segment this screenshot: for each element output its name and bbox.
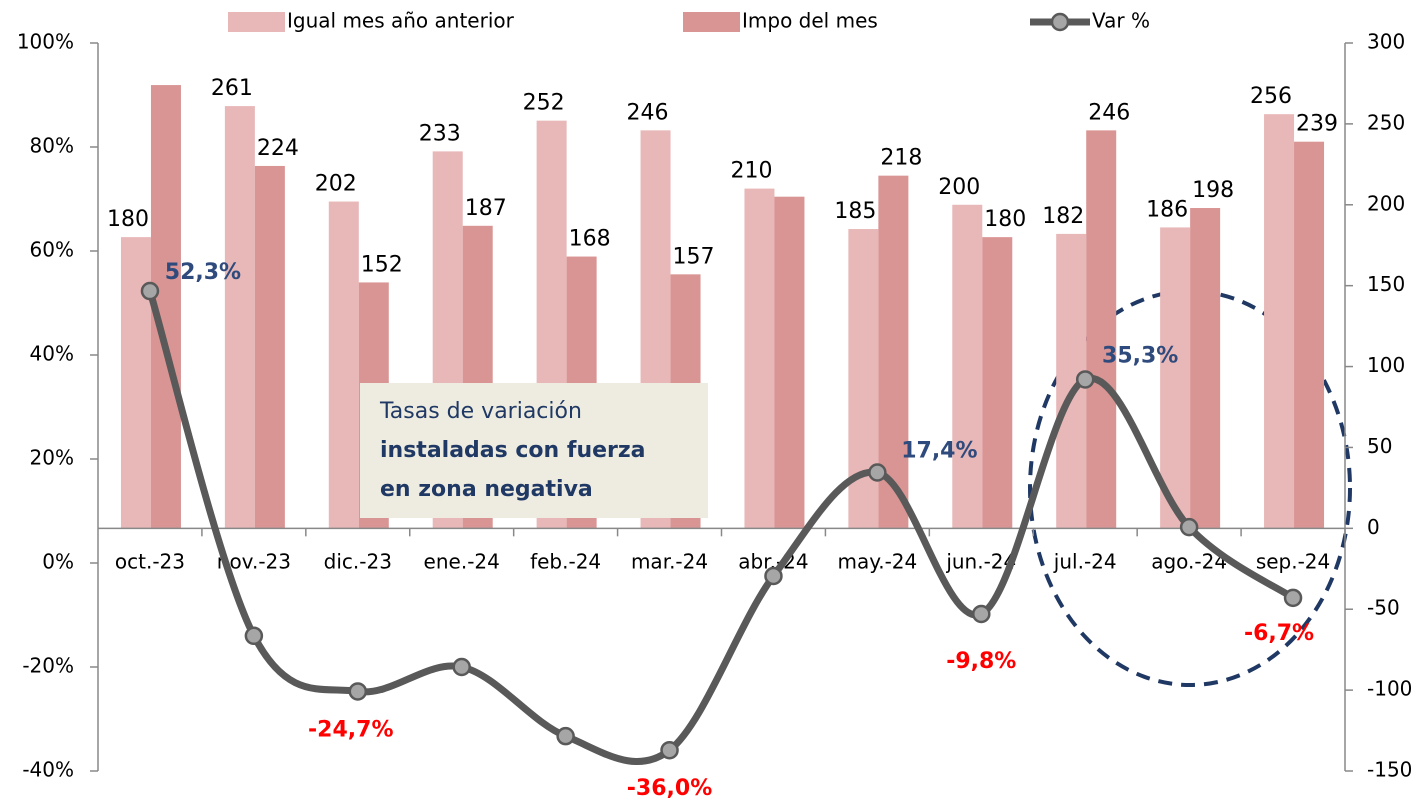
line-marker: [1075, 370, 1095, 389]
line-marker: [1179, 517, 1199, 537]
annotation-line: Tasas de variación: [379, 399, 582, 424]
x-tick-label: sep.-24: [1256, 550, 1330, 574]
line-marker: [1283, 588, 1303, 608]
legend-label: Var %: [1092, 9, 1150, 33]
y-tick-label: 40%: [30, 342, 74, 366]
bar: [1190, 208, 1221, 529]
line-value-label: 35,3%: [1102, 343, 1178, 368]
bar: [848, 229, 879, 529]
y2-tick-label: 250: [1367, 110, 1405, 134]
y2-tick-label: -100: [1367, 677, 1412, 701]
legend-label: Igual mes año anterior: [287, 9, 515, 33]
line-marker: [868, 463, 887, 482]
bar-value-label: 256: [1250, 84, 1292, 109]
line-value-label: -6,7%: [1244, 621, 1314, 646]
bar-value-label: 246: [1088, 100, 1130, 125]
line-value-label: -24,7%: [308, 717, 393, 742]
y-tick-label: 20%: [30, 446, 74, 470]
x-tick-label: oct.-23: [115, 550, 185, 574]
bar: [1294, 141, 1325, 529]
bar: [1160, 227, 1191, 529]
y-tick-label: 100%: [17, 30, 74, 54]
bar-value-label: 185: [834, 199, 876, 224]
y2-tick-label: -50: [1367, 596, 1400, 620]
annotation-background: [360, 383, 708, 518]
bar: [254, 165, 285, 529]
x-tick-label: feb.-24: [530, 550, 601, 574]
bar: [744, 188, 775, 529]
bar: [328, 201, 359, 529]
x-tick-label: may.-24: [838, 550, 918, 574]
y2-tick-label: 0: [1367, 515, 1380, 539]
bar-value-label: 210: [730, 159, 772, 184]
bar-value-label: 198: [1192, 178, 1234, 203]
bar: [1086, 130, 1117, 529]
bar-value-label: 180: [107, 207, 149, 232]
bar-value-label: 182: [1042, 204, 1084, 229]
bar: [224, 106, 255, 529]
legend-marker: [1050, 12, 1070, 32]
legend-swatch: [683, 12, 740, 32]
y2-tick-label: 150: [1367, 272, 1405, 296]
bar-value-label: 200: [938, 175, 980, 200]
y-tick-label: 60%: [30, 238, 74, 262]
bar-value-label: 218: [880, 146, 922, 171]
bar-value-label: 187: [465, 196, 507, 221]
bar: [982, 237, 1013, 529]
bar: [120, 237, 151, 529]
bar-value-label: 186: [1146, 197, 1188, 222]
bar-value-label: 233: [419, 121, 461, 146]
x-tick-label: jun.-24: [945, 550, 1016, 574]
x-tick-label: dic.-23: [324, 550, 392, 574]
line-marker: [660, 740, 679, 760]
line-marker: [972, 604, 991, 624]
line-marker: [452, 657, 471, 677]
x-tick-label: mar.-24: [631, 550, 708, 574]
legend-label: Impo del mes: [742, 9, 878, 33]
bar-value-label: 157: [673, 244, 715, 269]
line-value-label: 52,3%: [165, 260, 241, 285]
bar-value-label: 224: [257, 136, 299, 161]
bar-value-label: 180: [984, 207, 1026, 232]
bar-value-label: 246: [627, 100, 669, 125]
line-marker: [244, 626, 264, 646]
bar-value-label: 239: [1296, 112, 1338, 137]
bar-value-label: 261: [211, 76, 253, 101]
line-value-label: -36,0%: [627, 776, 712, 800]
line-marker: [348, 682, 368, 701]
line-marker: [140, 281, 160, 301]
y-tick-label: 0%: [42, 550, 74, 574]
y2-tick-label: 50: [1367, 434, 1392, 458]
y2-tick-label: -150: [1367, 758, 1412, 782]
bar-value-label: 252: [523, 91, 565, 116]
legend-swatch: [228, 12, 285, 32]
line-marker: [764, 566, 783, 586]
x-tick-label: jul.-24: [1053, 550, 1117, 574]
bar-value-label: 152: [361, 252, 403, 277]
y-tick-label: -40%: [22, 758, 74, 782]
annotation-box: Tasas de variación instaladas con fuerza e…: [360, 383, 708, 518]
y-tick-label: 80%: [30, 134, 74, 158]
line-marker: [556, 726, 575, 746]
bar: [952, 204, 983, 529]
line-value-label: -9,8%: [946, 649, 1016, 674]
y-tick-label: -20%: [22, 654, 74, 678]
annotation-line: en zona negativa: [380, 477, 593, 502]
y2-tick-label: 100: [1367, 353, 1405, 377]
line-value-label: 17,4%: [901, 439, 977, 464]
highlight-ellipse: [1028, 289, 1352, 687]
bar-value-label: 168: [569, 227, 611, 252]
y2-tick-label: 200: [1367, 191, 1405, 215]
annotation-line: instaladas con fuerza: [380, 438, 646, 463]
bar-value-label: 202: [315, 172, 357, 197]
bar: [774, 196, 805, 529]
y2-tick-label: 300: [1367, 30, 1405, 54]
x-tick-label: ene.-24: [424, 550, 500, 574]
bar: [1264, 114, 1295, 529]
